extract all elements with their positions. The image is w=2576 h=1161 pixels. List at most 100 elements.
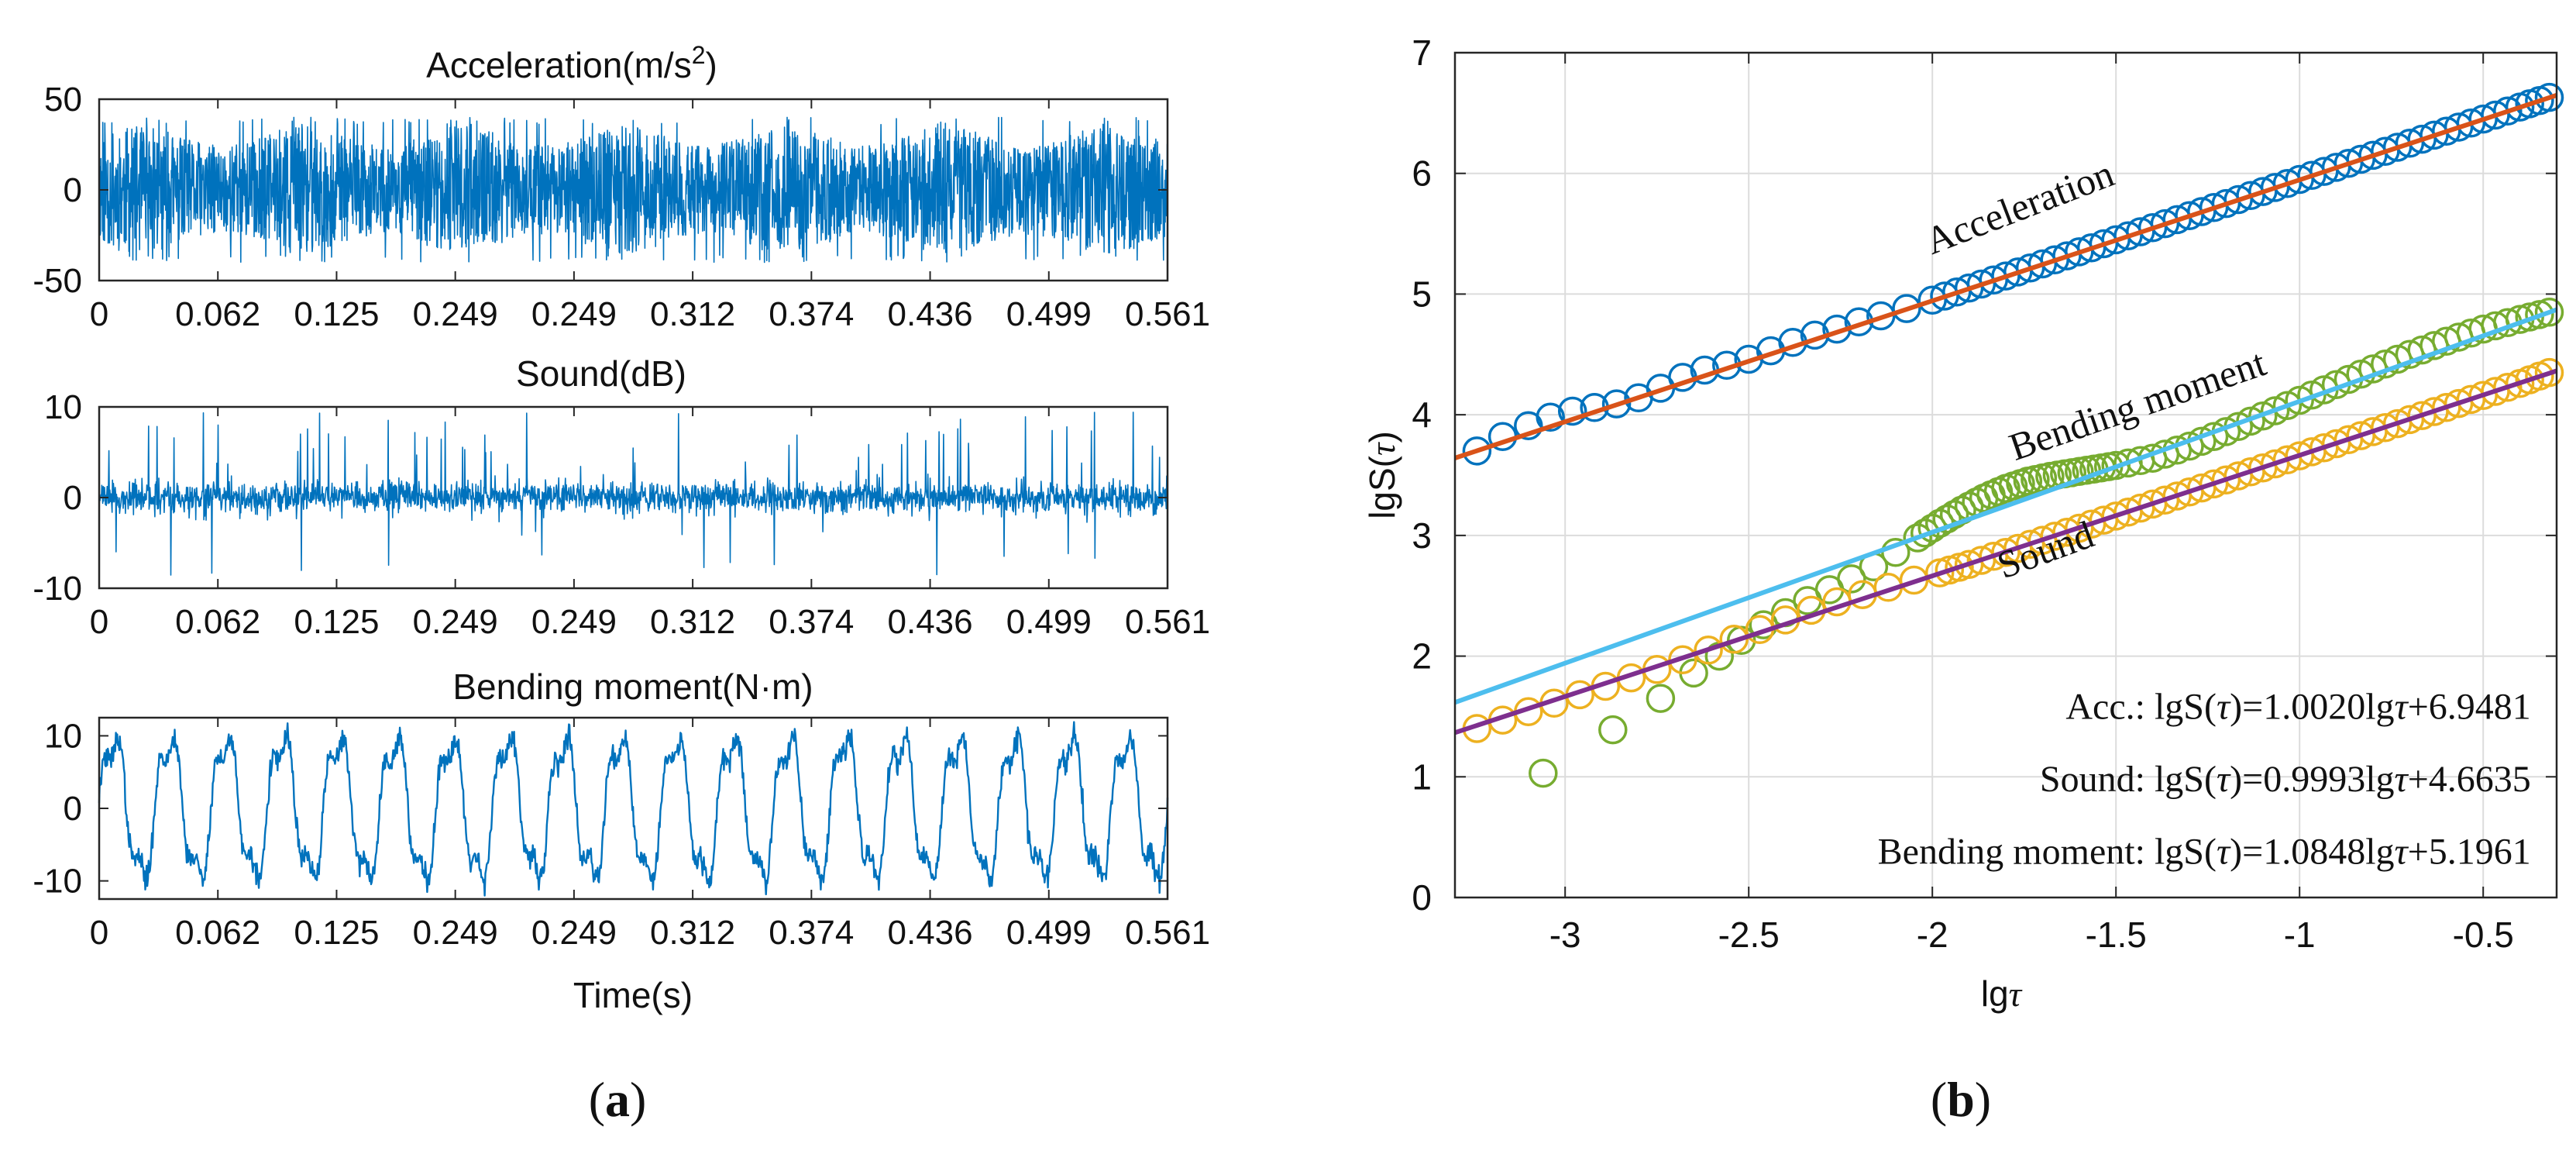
x-tick-label: 0.561 (1125, 603, 1210, 641)
y-tick-label: 3 (1412, 515, 1432, 556)
panel-a: Acceleration(m/s2) 0 0.062 0.125 0.249 0.249… (33, 41, 1210, 1127)
bending-moment-marker (1910, 518, 1940, 548)
x-tick-label: 0.436 (888, 295, 973, 333)
sound-title: Sound(dB) (516, 353, 686, 394)
bending-moment-marker (2297, 380, 2327, 410)
bending-moment-marker (1939, 500, 1969, 529)
scatter-axes-box (1453, 51, 2558, 899)
bending-moment-subplot: Bending moment(N·m) 0 0.062 0.125 0.249 0.24… (33, 667, 1210, 1015)
bending-moment-marker (2272, 391, 2303, 420)
y-tick-label: 0 (1412, 877, 1432, 918)
bending-moment-marker (1646, 684, 1676, 713)
acceleration-marker (1557, 396, 1587, 426)
x-tick-label: 0.249 (531, 295, 617, 333)
x-tick-label: 0.062 (175, 603, 260, 641)
bending-moment-marker (2285, 385, 2314, 415)
bending-moment-marker (2260, 396, 2290, 425)
sound-subplot: Sound(dB) 0 0.062 0.125 0.249 0.249 0.312 0.37… (33, 353, 1210, 641)
x-tick-label: 0 (90, 603, 108, 641)
x-tick-label: -2.5 (1718, 915, 1780, 955)
x-tick-label: 0.125 (294, 603, 379, 641)
x-tick-label: 0.062 (175, 914, 260, 952)
sound-signal (98, 412, 1168, 576)
bending-moment-marker (1903, 523, 1932, 553)
acceleration-equation: Acc.: lgS(τ)=1.0020lgτ+6.9481 (2065, 687, 2530, 728)
sound-equation: Sound: lgS(τ)=0.9993lgτ+4.6635 (2040, 759, 2531, 800)
acceleration-marker (1892, 294, 1921, 323)
x-tick-label: -2 (1917, 915, 1948, 955)
acceleration-title: Acceleration(m/s2) (426, 41, 717, 85)
y-tick-label: -10 (33, 570, 82, 608)
x-tick-label: -0.5 (2453, 915, 2514, 955)
x-tick-label: 0.499 (1006, 603, 1092, 641)
y-tick-label: 10 (44, 717, 82, 755)
y-tick-label: 0 (64, 479, 82, 517)
x-tick-label: -1 (2284, 915, 2316, 955)
x-tick-label: 0.312 (650, 914, 735, 952)
sound-ticks: 0 0.062 0.125 0.249 0.249 0.312 0.374 0.436 0.49… (33, 388, 1210, 641)
x-tick-label: 0.249 (531, 603, 617, 641)
bending-moment-marker (2525, 300, 2554, 329)
x-tick-label: 0.561 (1125, 295, 1210, 333)
bend-trace (98, 721, 1169, 897)
x-tick-label: 0.125 (294, 914, 379, 952)
y-tick-label: -10 (33, 863, 82, 901)
y-tick-label: 10 (44, 388, 82, 426)
bending-moment-signal (98, 721, 1169, 897)
acceleration-marker (2534, 82, 2564, 112)
scatter-grid (1455, 53, 2557, 897)
x-tick-label: 0.374 (769, 603, 854, 641)
bending-moment-marker (1837, 564, 1866, 594)
x-tick-label: 0.249 (531, 914, 617, 952)
x-tick-label: 0.436 (888, 914, 973, 952)
bending-moment-fit-line (1453, 307, 2558, 705)
x-tick-label: 0 (90, 295, 108, 333)
x-axis-label: lgτ (1981, 973, 2023, 1014)
acceleration-marker (2493, 96, 2523, 126)
sound-marker (1719, 625, 1749, 654)
scatter-markers (1462, 82, 2564, 788)
y-tick-label: 5 (1412, 274, 1432, 314)
x-tick-label: 0.374 (769, 295, 854, 333)
y-tick-label: 0 (64, 171, 82, 209)
x-tick-label: 0.312 (650, 603, 735, 641)
acceleration-marker (1601, 389, 1632, 419)
bending-moment-marker (1598, 715, 1628, 745)
y-tick-label: 0 (64, 790, 82, 828)
bending-moment-marker (2248, 401, 2278, 431)
time-axis-label: Time(s) (573, 975, 693, 1015)
bending-moment-marker (2382, 344, 2413, 374)
sound-marker (2534, 357, 2564, 388)
fit-lines (1453, 93, 2558, 736)
fit-equations: Acc.: lgS(τ)=1.0020lgτ+6.9481 Sound: lgS(… (1878, 687, 2531, 873)
x-tick-label: 0.561 (1125, 914, 1210, 952)
x-tick-label: 0.436 (888, 603, 973, 641)
y-tick-label: -50 (33, 262, 82, 300)
x-tick-label: 0.499 (1006, 914, 1092, 952)
x-tick-label: 0.499 (1006, 295, 1092, 333)
acc-trace (98, 116, 1168, 264)
panel-b-label: (b) (1931, 1072, 1991, 1127)
x-tick-label: -1.5 (2086, 915, 2147, 955)
panel-a-label: (a) (589, 1072, 647, 1127)
x-tick-label: 0.312 (650, 295, 735, 333)
sound-marker (1694, 636, 1723, 665)
x-tick-label: 0.062 (175, 295, 260, 333)
acceleration-fit-line (1454, 93, 2557, 460)
scatter-ticks: -3 -2.5 -2 -1.5 -1 -0.5 0 1 2 3 4 5 6 7 (1412, 33, 2557, 955)
bending-moment-marker (1529, 758, 1558, 788)
sound-fit-line (1454, 368, 2557, 736)
y-tick-label: 7 (1412, 33, 1432, 73)
x-tick-label: -3 (1549, 915, 1581, 955)
y-tick-label: 50 (44, 81, 82, 119)
y-tick-label: 4 (1412, 394, 1432, 435)
y-tick-label: 6 (1412, 153, 1432, 194)
y-axis-label: lgS(τ) (1362, 431, 1402, 519)
y-tick-label: 2 (1412, 636, 1432, 677)
acceleration-marker (1462, 436, 1492, 466)
bending-moment-ticks: 0 0.062 0.125 0.249 0.249 0.312 0.374 0.436 0.49… (33, 717, 1210, 952)
acceleration-ticks: 0 0.062 0.125 0.249 0.249 0.312 0.374 0.436 0.49… (33, 81, 1210, 333)
sound-trace (98, 412, 1168, 576)
bending-moment-title: Bending moment(N·m) (452, 667, 813, 707)
x-tick-label: 0.249 (413, 295, 498, 333)
